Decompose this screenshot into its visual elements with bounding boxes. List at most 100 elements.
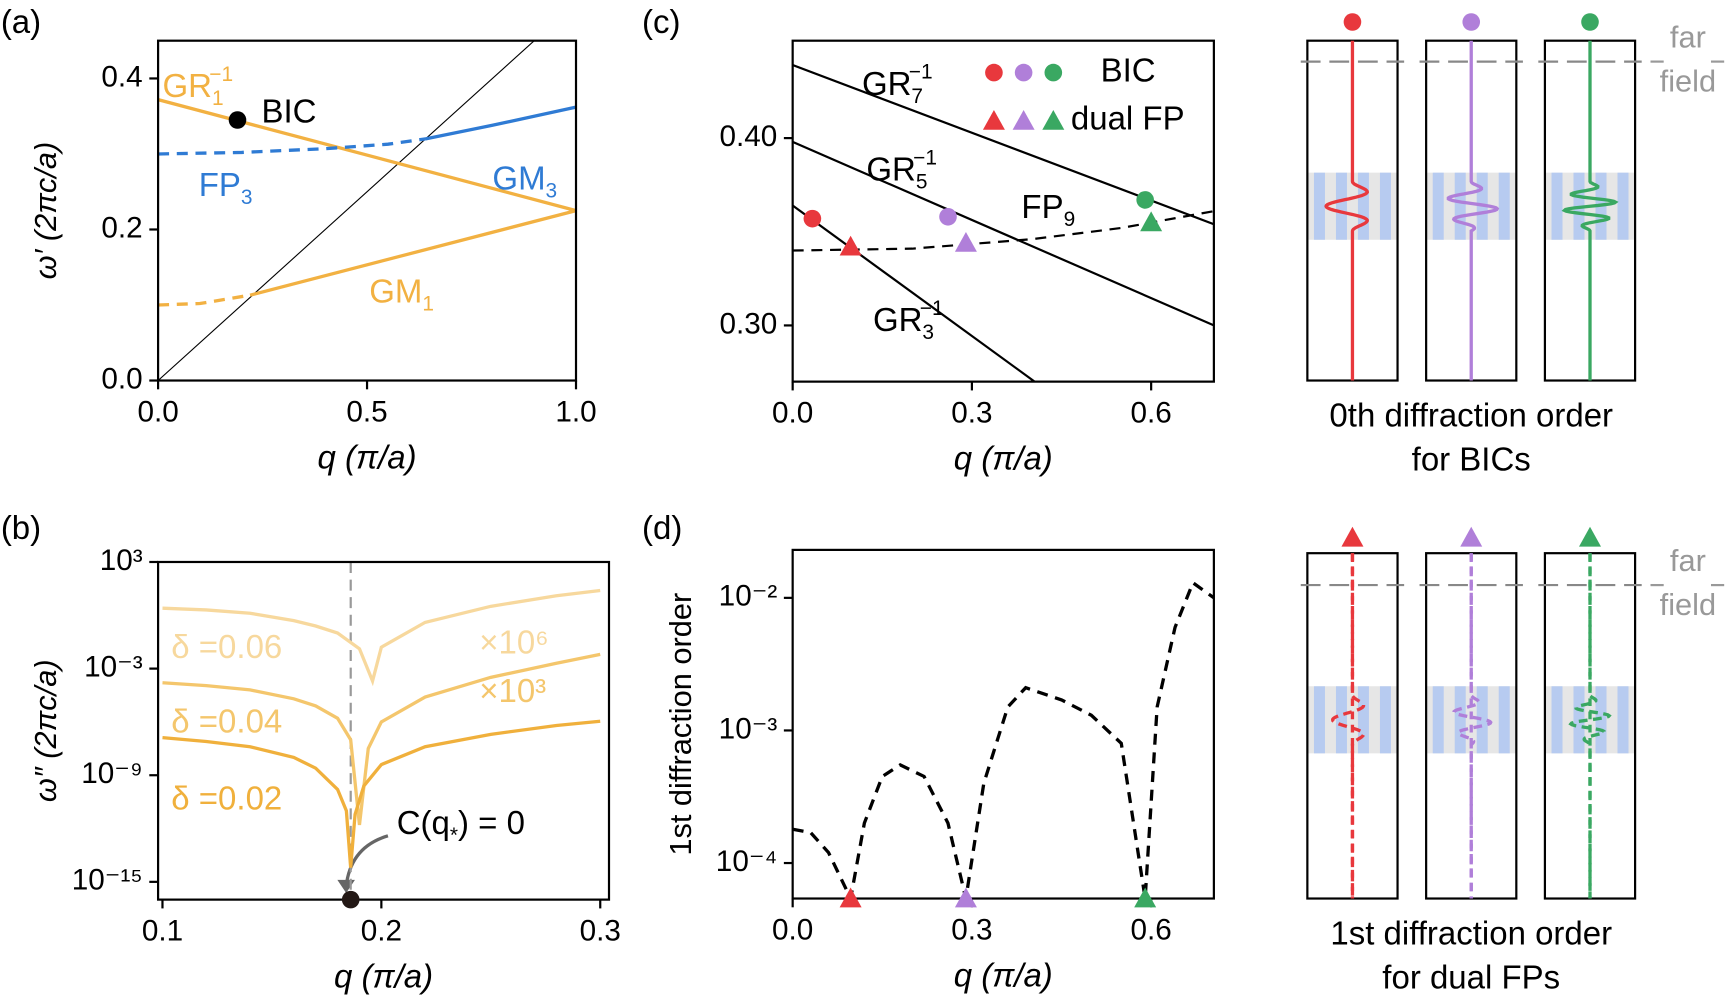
slab-stripe bbox=[1335, 172, 1347, 240]
field-profile bbox=[1324, 40, 1370, 381]
slab-stripe bbox=[1357, 686, 1369, 754]
annotation-sub: 7 bbox=[911, 84, 923, 107]
slab-stripe bbox=[1454, 172, 1466, 240]
legend-label: BIC bbox=[1101, 51, 1156, 88]
slab-stripe bbox=[1498, 172, 1510, 240]
field-profile bbox=[1446, 40, 1500, 381]
annotation: δ =0.06 bbox=[171, 628, 282, 665]
annotation: ×10⁶ bbox=[479, 623, 549, 660]
legend-marker bbox=[1012, 109, 1035, 130]
curve bbox=[162, 652, 601, 826]
annotation-text: GM bbox=[369, 272, 422, 309]
curve bbox=[162, 588, 601, 687]
annotation-text: BIC bbox=[261, 92, 316, 129]
annotation-text: δ =0.02 bbox=[171, 779, 282, 816]
annotation: δ =0.04 bbox=[171, 702, 282, 739]
annotation: GR1−1 bbox=[162, 62, 233, 109]
far-field-label: far bbox=[1670, 20, 1706, 55]
y-tick-label: 0.40 bbox=[719, 120, 777, 153]
circle-marker bbox=[939, 207, 957, 226]
field-profile bbox=[1330, 553, 1366, 899]
panel-label: (c) bbox=[642, 3, 680, 40]
triangle-marker bbox=[1134, 887, 1157, 908]
x-tick-label: 0.5 bbox=[346, 395, 387, 428]
x-axis-label: q (π/a) bbox=[954, 440, 1053, 477]
caption: 0th diffraction order bbox=[1329, 397, 1613, 434]
slab-stripe bbox=[1551, 172, 1563, 240]
triangle-marker bbox=[839, 235, 862, 256]
curve bbox=[249, 209, 577, 297]
annotation-sup: −1 bbox=[209, 62, 233, 85]
annotation-sup: −1 bbox=[920, 297, 944, 320]
annotation: ×10³ bbox=[479, 672, 546, 709]
annotation: FP3 bbox=[199, 166, 253, 209]
triangle-marker bbox=[954, 232, 977, 252]
schematic-marker bbox=[1343, 13, 1362, 31]
y-axis-label: ω″ (2πc/a) bbox=[28, 659, 63, 802]
annotation-sub: 1 bbox=[422, 292, 434, 315]
annotation: GM3 bbox=[492, 159, 557, 202]
slab-stripe bbox=[1617, 686, 1629, 754]
annotation: BIC bbox=[261, 92, 316, 129]
curve bbox=[158, 40, 535, 381]
annotation-text: GR bbox=[866, 150, 915, 187]
y-tick-label: 10⁻² bbox=[719, 580, 778, 613]
schematic-marker bbox=[1341, 526, 1364, 547]
legend-marker bbox=[982, 109, 1005, 130]
annotation-text: ×10³ bbox=[479, 672, 546, 709]
x-axis-label: q (π/a) bbox=[334, 958, 433, 995]
annotation-text: FP bbox=[199, 166, 241, 203]
legend-marker bbox=[1044, 63, 1063, 82]
slab-stripe bbox=[1313, 686, 1325, 754]
slab-stripe bbox=[1335, 686, 1347, 754]
schematic-marker bbox=[1462, 13, 1481, 31]
plot-area bbox=[158, 40, 577, 381]
curve bbox=[425, 105, 577, 141]
slab-stripe bbox=[1432, 686, 1444, 754]
y-tick-label: 10⁻⁹ bbox=[81, 757, 142, 790]
annotation-sub: * bbox=[450, 823, 458, 846]
annotation-text: GR bbox=[873, 301, 922, 338]
y-tick-label: 0.0 bbox=[101, 362, 142, 395]
annotation-text: FP bbox=[1021, 188, 1063, 225]
panel-label: (b) bbox=[1, 509, 41, 546]
circle-marker bbox=[803, 209, 822, 228]
slab-stripe bbox=[1551, 686, 1563, 754]
y-tick-label: 10³ bbox=[100, 544, 143, 577]
slab-stripe bbox=[1454, 686, 1466, 754]
y-tick-label: 10⁻³ bbox=[719, 712, 778, 745]
legend-marker bbox=[1042, 109, 1065, 130]
x-tick-label: 0.0 bbox=[137, 395, 178, 428]
y-axis-label: 1st diffraction order bbox=[663, 593, 698, 856]
y-tick-label: 10⁻¹⁵ bbox=[72, 864, 143, 897]
caption: for dual FPs bbox=[1382, 959, 1560, 996]
x-tick-label: 0.3 bbox=[951, 396, 992, 429]
curve bbox=[158, 293, 251, 307]
annotation-sub: 3 bbox=[241, 185, 253, 208]
triangle-marker bbox=[1140, 211, 1163, 232]
circle-marker bbox=[1136, 191, 1154, 209]
y-tick-label: 0.2 bbox=[101, 211, 142, 244]
annotation-sup: −1 bbox=[913, 146, 937, 169]
y-tick-label: 0.30 bbox=[719, 307, 777, 340]
slab-stripe bbox=[1617, 172, 1629, 240]
annotation-sub: 9 bbox=[1064, 207, 1076, 230]
slab-stripe bbox=[1432, 172, 1444, 240]
legend-marker bbox=[985, 63, 1003, 82]
curve bbox=[792, 140, 1214, 327]
annotation: GR7−1 bbox=[862, 60, 933, 107]
slab-stripe bbox=[1379, 172, 1391, 240]
curve bbox=[792, 204, 1036, 382]
axes-frame bbox=[791, 39, 1215, 383]
far-field-label: field bbox=[1660, 587, 1716, 622]
y-axis-label: ω′ (2πc/a) bbox=[28, 142, 63, 280]
field-profile bbox=[1452, 553, 1493, 899]
annotation-sub: 5 bbox=[916, 170, 928, 193]
curve bbox=[792, 580, 1214, 899]
slab-stripe bbox=[1476, 686, 1488, 754]
annotation: C(q*) = 0 bbox=[397, 804, 525, 847]
axes-frame bbox=[791, 548, 1215, 900]
curve bbox=[158, 98, 577, 213]
x-tick-label: 0.2 bbox=[361, 914, 402, 947]
